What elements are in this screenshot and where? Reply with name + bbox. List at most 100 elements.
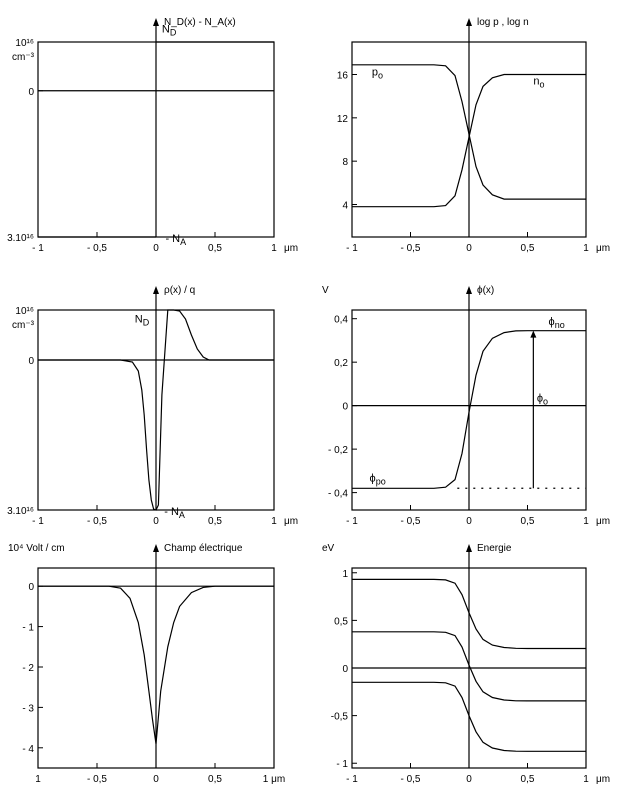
x-axis-unit: μm	[596, 516, 610, 527]
series-line-2	[352, 73, 586, 208]
x-tick-label: - 0,5	[400, 243, 420, 254]
x-tick-label: 0	[153, 516, 159, 527]
curve-annotation: po	[372, 67, 383, 81]
series-line-1	[352, 64, 586, 200]
chart-panel-5: Champ électrique 10⁴ Volt / cm 1 - 0,5 0 0,5 1…	[8, 543, 285, 785]
x-tick-label: 1	[583, 243, 589, 254]
chart-title: N_D(x) - N_A(x)	[164, 17, 236, 28]
axis-arrow	[466, 18, 472, 26]
y-tick-label: 4	[342, 201, 348, 212]
y-tick-label: - 3	[22, 703, 34, 714]
y-axis-label: 10⁴ Volt / cm	[8, 543, 65, 554]
x-tick-label: 0	[466, 243, 472, 254]
y-tick-unit: cm⁻³	[12, 320, 35, 331]
y-tick-label: 16	[337, 71, 349, 82]
chart-title: Energie	[477, 543, 512, 554]
y-tick-label: - 0,4	[328, 489, 348, 500]
curve-annotation: - NA	[165, 233, 186, 247]
curve-annotation: no	[533, 75, 544, 89]
curve-annotation: ϕno	[549, 316, 565, 330]
y-axis-label: eV	[322, 543, 335, 554]
axis-arrow	[153, 544, 159, 552]
x-tick-label: - 0,5	[400, 516, 420, 527]
x-tick-label: 0,5	[521, 243, 535, 254]
chart-panel-3: ρ(x) / q - 1 - 0,5 0 0,5 1 μm 10¹⁶ cm⁻³ 0 3.10¹⁶ ND…	[7, 285, 298, 527]
x-tick-label: - 1	[32, 243, 44, 254]
x-tick-label: 1	[271, 243, 277, 254]
y-tick-label: 0,4	[334, 315, 348, 326]
x-tick-label: - 0,5	[400, 774, 420, 785]
x-tick-label: 1	[583, 516, 589, 527]
x-tick-label: 1	[583, 774, 589, 785]
y-tick-label: - 1	[336, 759, 348, 770]
curve-annotation: ND	[162, 23, 177, 37]
chart-panel-4: ϕ(x) V - 1 - 0,5 0 0,5 1 μm 0,4 0,2 0 - 0,2 - 0,4 ϕpo…	[322, 285, 610, 527]
x-tick-label: 1 μm	[263, 774, 285, 785]
x-tick-label: 0	[153, 243, 159, 254]
chart-panel-1: N_D(x) - N_A(x) - 1 - 0,5 0 0,5 1 μm 10¹⁶ cm⁻³ 0 3…	[7, 17, 298, 254]
curve-annotation: - NA	[164, 506, 185, 520]
y-tick-label: 10¹⁶	[15, 38, 34, 49]
y-tick-label: 0	[28, 582, 34, 593]
x-tick-label: - 1	[346, 516, 358, 527]
curve-annotation: ϕo	[537, 392, 548, 406]
x-tick-label: - 0,5	[87, 516, 107, 527]
x-tick-label: - 0,5	[87, 243, 107, 254]
x-tick-label: 0,5	[208, 516, 222, 527]
y-tick-label: - 0,2	[328, 445, 348, 456]
x-tick-label: 0,5	[208, 243, 222, 254]
x-tick-label: 0,5	[208, 774, 222, 785]
curve-annotation: ND	[135, 314, 150, 328]
chart-title: ρ(x) / q	[164, 285, 195, 296]
series-line-4	[352, 681, 586, 752]
y-axis-label: V	[322, 285, 329, 296]
y-tick-label: - 1	[22, 623, 34, 634]
x-axis-unit: μm	[596, 774, 610, 785]
x-tick-label: 1	[271, 516, 277, 527]
y-tick-label: 10¹⁶	[15, 306, 34, 317]
axis-arrow	[153, 18, 159, 26]
x-axis-unit: μm	[284, 516, 298, 527]
chart-panel-6: Energie eV - 1 - 0,5 0 0,5 1 μm 1 0,5 0 -0,5 - 1	[322, 543, 610, 785]
y-tick-label: 0,5	[334, 616, 348, 627]
y-tick-label: 8	[342, 157, 348, 168]
y-tick-label: 0	[342, 402, 348, 413]
series-line-2	[352, 631, 586, 702]
series-line-1	[352, 578, 586, 650]
chart-panel-2: log p , log n - 1 - 0,5 0 0,5 1 μm 16 12 8 4 po no	[337, 17, 610, 254]
y-tick-label: -0,5	[331, 712, 349, 723]
y-tick-unit: cm⁻³	[12, 52, 35, 63]
y-tick-label: 1	[342, 569, 348, 580]
chart-title: Champ électrique	[164, 543, 243, 554]
x-tick-label: - 0,5	[87, 774, 107, 785]
x-axis-unit: μm	[596, 243, 610, 254]
potential-arrow-head	[530, 330, 537, 338]
axis-arrow	[466, 544, 472, 552]
y-tick-label: 0	[28, 87, 34, 98]
axis-arrow	[466, 286, 472, 294]
y-tick-label: 0,2	[334, 358, 348, 369]
y-tick-label: 3.10¹⁶	[7, 506, 34, 517]
x-tick-label: 0	[466, 774, 472, 785]
series-line-1	[38, 309, 274, 511]
y-tick-label: - 2	[22, 663, 34, 674]
axis-arrow	[153, 286, 159, 294]
x-tick-label: 0	[466, 516, 472, 527]
y-tick-label: 12	[337, 114, 349, 125]
chart-title: ϕ(x)	[477, 285, 494, 296]
x-tick-label: - 1	[346, 243, 358, 254]
x-tick-label: 0	[153, 774, 159, 785]
x-tick-label: 1	[35, 774, 41, 785]
y-tick-label: 3.10¹⁶	[7, 233, 34, 244]
x-tick-label: - 1	[32, 516, 44, 527]
y-tick-label: 0	[28, 356, 34, 367]
x-axis-unit: μm	[284, 243, 298, 254]
x-tick-label: - 1	[346, 774, 358, 785]
series-line-1	[352, 330, 586, 489]
curve-annotation: ϕpo	[370, 473, 386, 487]
x-tick-label: 0,5	[521, 516, 535, 527]
chart-title: log p , log n	[477, 17, 529, 28]
y-tick-label: 0	[342, 664, 348, 675]
series-line-1	[38, 585, 274, 744]
